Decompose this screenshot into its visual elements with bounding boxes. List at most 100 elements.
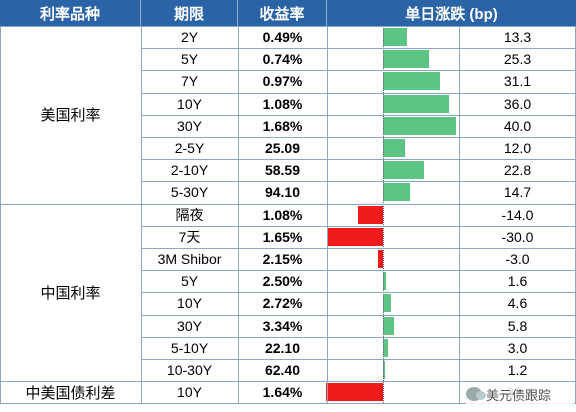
change-bar bbox=[383, 183, 410, 202]
group-label: 中国利率 bbox=[40, 284, 101, 302]
term-cell: 30Y bbox=[177, 317, 202, 334]
column-divider bbox=[141, 26, 142, 404]
term-cell: 隔夜 bbox=[175, 206, 204, 223]
column-divider bbox=[238, 26, 239, 404]
term-cell: 5Y bbox=[180, 273, 199, 290]
row-divider bbox=[141, 92, 576, 94]
term-cell: 7天 bbox=[178, 228, 201, 245]
zero-axis bbox=[383, 26, 384, 404]
change-value: 12.0 bbox=[503, 140, 532, 157]
change-bar bbox=[383, 94, 449, 113]
header-yield: 收益率 bbox=[238, 0, 327, 26]
header-change: 单日涨跌 (bp) bbox=[327, 0, 576, 26]
change-value: 13.3 bbox=[503, 29, 532, 46]
yield-cell: 3.34% bbox=[262, 317, 303, 334]
change-bar bbox=[383, 361, 386, 379]
yield-cell: 2.15% bbox=[262, 251, 303, 268]
change-value: 3.0 bbox=[507, 339, 528, 356]
term-cell: 30Y bbox=[177, 117, 202, 134]
change-bar bbox=[383, 139, 405, 157]
change-value: 1.6 bbox=[507, 273, 528, 290]
yield-cell: 2.50% bbox=[262, 273, 303, 290]
change-bar bbox=[383, 50, 430, 69]
change-value: 36.0 bbox=[503, 95, 532, 112]
change-bar bbox=[328, 227, 383, 246]
row-divider bbox=[141, 248, 576, 249]
change-value: -30.0 bbox=[501, 228, 534, 245]
yield-cell: 1.08% bbox=[262, 95, 303, 112]
yield-cell: 1.65% bbox=[262, 228, 303, 245]
row-divider bbox=[0, 381, 576, 383]
yield-cell: 0.49% bbox=[262, 29, 303, 46]
yield-cell: 1.64% bbox=[262, 384, 303, 401]
column-divider bbox=[459, 26, 460, 404]
term-cell: 2-5Y bbox=[174, 140, 205, 157]
group-label: 美国利率 bbox=[40, 107, 101, 125]
term-cell: 3M Shibor bbox=[157, 251, 222, 268]
yield-cell: 1.08% bbox=[262, 206, 303, 223]
term-cell: 5-10Y bbox=[170, 339, 209, 356]
change-value: 4.6 bbox=[507, 295, 528, 312]
change-bar bbox=[325, 383, 383, 402]
change-bar bbox=[383, 316, 394, 335]
change-value: -14.0 bbox=[501, 206, 534, 223]
change-value: 40.0 bbox=[503, 117, 532, 134]
row-divider bbox=[141, 114, 576, 116]
wechat-icon bbox=[466, 387, 486, 401]
term-cell: 10-30Y bbox=[166, 362, 213, 379]
watermark-text: 美元债跟踪 bbox=[486, 387, 552, 403]
row-divider bbox=[141, 181, 576, 183]
yield-cell: 0.74% bbox=[262, 51, 303, 68]
header-term: 期限 bbox=[141, 0, 238, 26]
change-value: 1.2 bbox=[507, 362, 528, 379]
header-type: 利率品种 bbox=[0, 0, 141, 26]
yield-cell: 0.97% bbox=[262, 73, 303, 90]
change-value: 31.1 bbox=[503, 73, 532, 90]
term-cell: 10Y bbox=[177, 384, 202, 401]
change-bar bbox=[383, 161, 425, 180]
change-bar bbox=[383, 116, 456, 135]
term-cell: 2-10Y bbox=[170, 162, 209, 179]
row-divider bbox=[141, 137, 576, 138]
yield-cell: 58.59 bbox=[264, 162, 301, 179]
row-divider bbox=[0, 203, 576, 205]
group-label: 中美国债利差 bbox=[25, 384, 116, 402]
row-divider bbox=[141, 159, 576, 161]
row-divider bbox=[141, 336, 576, 338]
row-divider bbox=[141, 225, 576, 227]
column-divider bbox=[327, 26, 328, 404]
yield-cell: 62.40 bbox=[264, 362, 301, 379]
row-divider bbox=[141, 314, 576, 316]
row-divider bbox=[0, 26, 576, 27]
row-divider bbox=[141, 48, 576, 50]
row-divider bbox=[141, 70, 576, 72]
change-bar bbox=[383, 28, 408, 46]
term-cell: 10Y bbox=[177, 95, 202, 112]
column-divider bbox=[0, 26, 1, 404]
change-value: 22.8 bbox=[503, 162, 532, 179]
row-divider bbox=[141, 359, 576, 360]
yield-cell: 25.09 bbox=[264, 140, 301, 157]
term-cell: 2Y bbox=[180, 29, 199, 46]
change-bar bbox=[383, 338, 389, 357]
yield-cell: 94.10 bbox=[264, 184, 301, 201]
row-divider bbox=[0, 403, 576, 405]
row-divider bbox=[141, 270, 576, 272]
change-bar bbox=[383, 294, 392, 313]
term-cell: 7Y bbox=[180, 73, 199, 90]
watermark: 美元债跟踪 bbox=[466, 382, 574, 406]
yield-cell: 1.68% bbox=[262, 117, 303, 134]
change-bar bbox=[383, 272, 386, 291]
yield-cell: 22.10 bbox=[264, 339, 301, 356]
change-value: 25.3 bbox=[503, 51, 532, 68]
row-divider bbox=[141, 292, 576, 294]
change-value: 14.7 bbox=[503, 184, 532, 201]
change-value: -3.0 bbox=[505, 251, 530, 268]
term-cell: 5-30Y bbox=[170, 184, 209, 201]
change-bar bbox=[377, 250, 383, 268]
change-value: 5.8 bbox=[507, 317, 528, 334]
yield-cell: 2.72% bbox=[262, 295, 303, 312]
change-bar bbox=[383, 72, 440, 91]
term-cell: 5Y bbox=[180, 51, 199, 68]
